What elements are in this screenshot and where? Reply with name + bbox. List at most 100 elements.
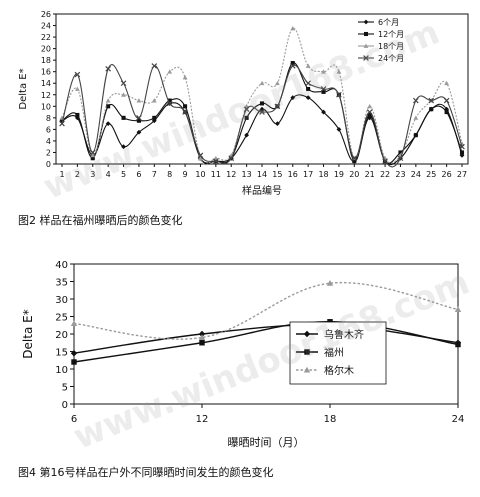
data-point	[336, 126, 342, 132]
data-point	[89, 149, 96, 156]
data-point	[459, 143, 465, 150]
data-point	[166, 100, 173, 107]
legend-label: 福州	[324, 346, 344, 359]
data-point	[120, 80, 127, 87]
data-point	[455, 341, 461, 348]
x-tick-label: 3	[90, 170, 95, 179]
legend-label: 乌鲁木齐	[324, 328, 364, 341]
legend-marker	[363, 19, 369, 25]
data-point	[305, 95, 311, 101]
data-point	[274, 103, 281, 110]
y-tick-label: 35	[55, 278, 68, 289]
data-point	[290, 95, 296, 101]
data-point	[259, 80, 265, 86]
data-point	[197, 152, 204, 159]
y-tick-label: 26	[41, 10, 51, 19]
y-tick-label: 18	[41, 56, 51, 65]
data-point	[428, 97, 435, 104]
x-tick-label: 16	[288, 170, 298, 179]
legend-marker	[303, 330, 311, 338]
data-point	[305, 63, 311, 68]
x-tick-label: 18	[324, 414, 337, 425]
y-tick-label: 15	[55, 348, 68, 359]
data-point	[351, 155, 358, 162]
data-point	[90, 152, 96, 158]
chart-2: 0 5 10 15 20 25 30 35 40 6 12 18 24 曝晒时间（月） Delta E* 乌鲁…	[21, 260, 464, 449]
data-point	[70, 350, 78, 357]
y-tick-label: 0	[62, 400, 68, 411]
x-tick-label: 18	[318, 170, 328, 179]
data-point	[199, 340, 205, 346]
x-tick-label: 4	[106, 170, 111, 179]
data-point	[259, 109, 265, 115]
data-point	[336, 69, 342, 74]
x-tick-label: 5	[121, 170, 126, 179]
data-point	[289, 63, 296, 69]
data-point	[182, 75, 188, 80]
data-point	[59, 118, 65, 123]
data-point	[70, 320, 78, 327]
data-point	[336, 91, 342, 98]
data-point	[382, 158, 388, 164]
data-point	[352, 159, 357, 164]
chart-1-legend: 6个月 12个月 18个月 24个月	[354, 15, 416, 67]
x-tick-label: 9	[183, 170, 188, 179]
data-point	[59, 120, 65, 127]
x-tick-label: 7	[152, 170, 157, 179]
data-point	[90, 156, 95, 161]
data-point	[444, 80, 450, 86]
data-point	[259, 106, 265, 112]
data-point	[121, 92, 126, 97]
data-point	[228, 155, 235, 162]
y-tick-label: 20	[41, 45, 51, 54]
data-point	[321, 89, 326, 94]
data-point	[121, 115, 126, 120]
y-tick-label: 22	[41, 33, 51, 42]
data-point	[151, 63, 158, 69]
data-point	[259, 101, 265, 106]
legend-label: 格尔木	[324, 364, 354, 377]
data-point	[398, 150, 403, 155]
data-point	[183, 104, 188, 109]
x-tick-label: 23	[395, 170, 405, 179]
x-tick-label: 15	[272, 170, 282, 179]
data-point	[443, 97, 450, 104]
series-line	[73, 321, 459, 363]
data-point	[198, 334, 206, 341]
x-tick-label: 25	[426, 170, 436, 179]
data-point	[74, 86, 80, 91]
legend-marker	[363, 55, 369, 61]
data-point	[274, 80, 280, 86]
y-tick-label: 40	[55, 260, 68, 271]
y-axis-title: Delta E*	[18, 68, 29, 109]
data-point	[136, 118, 141, 123]
series-line	[61, 62, 463, 165]
x-axis-title: 样品编号	[242, 184, 282, 197]
data-point	[167, 69, 173, 74]
legend-label: 24个月	[378, 54, 404, 63]
y-tick-label: 6	[46, 125, 51, 134]
y-axis-title: Delta E*	[21, 309, 35, 358]
data-point	[136, 115, 142, 121]
data-point	[444, 110, 449, 115]
data-point	[367, 103, 373, 109]
data-point	[326, 280, 334, 286]
data-point	[459, 152, 465, 158]
data-point	[198, 155, 203, 161]
y-tick-label: 10	[55, 365, 68, 376]
y-tick-label: 16	[41, 68, 51, 77]
y-tick-label: 20	[55, 330, 68, 341]
data-point	[413, 133, 418, 138]
y-tick-label: 8	[46, 114, 51, 123]
data-point	[459, 150, 465, 155]
y-tick-label: 2	[46, 148, 51, 157]
data-point	[182, 109, 188, 115]
data-point	[429, 107, 434, 112]
series-line	[73, 324, 459, 354]
x-tick-label: 22	[380, 170, 390, 179]
series-格尔木	[70, 280, 462, 341]
data-point	[71, 359, 77, 365]
data-point	[320, 86, 327, 92]
data-point	[136, 129, 142, 135]
